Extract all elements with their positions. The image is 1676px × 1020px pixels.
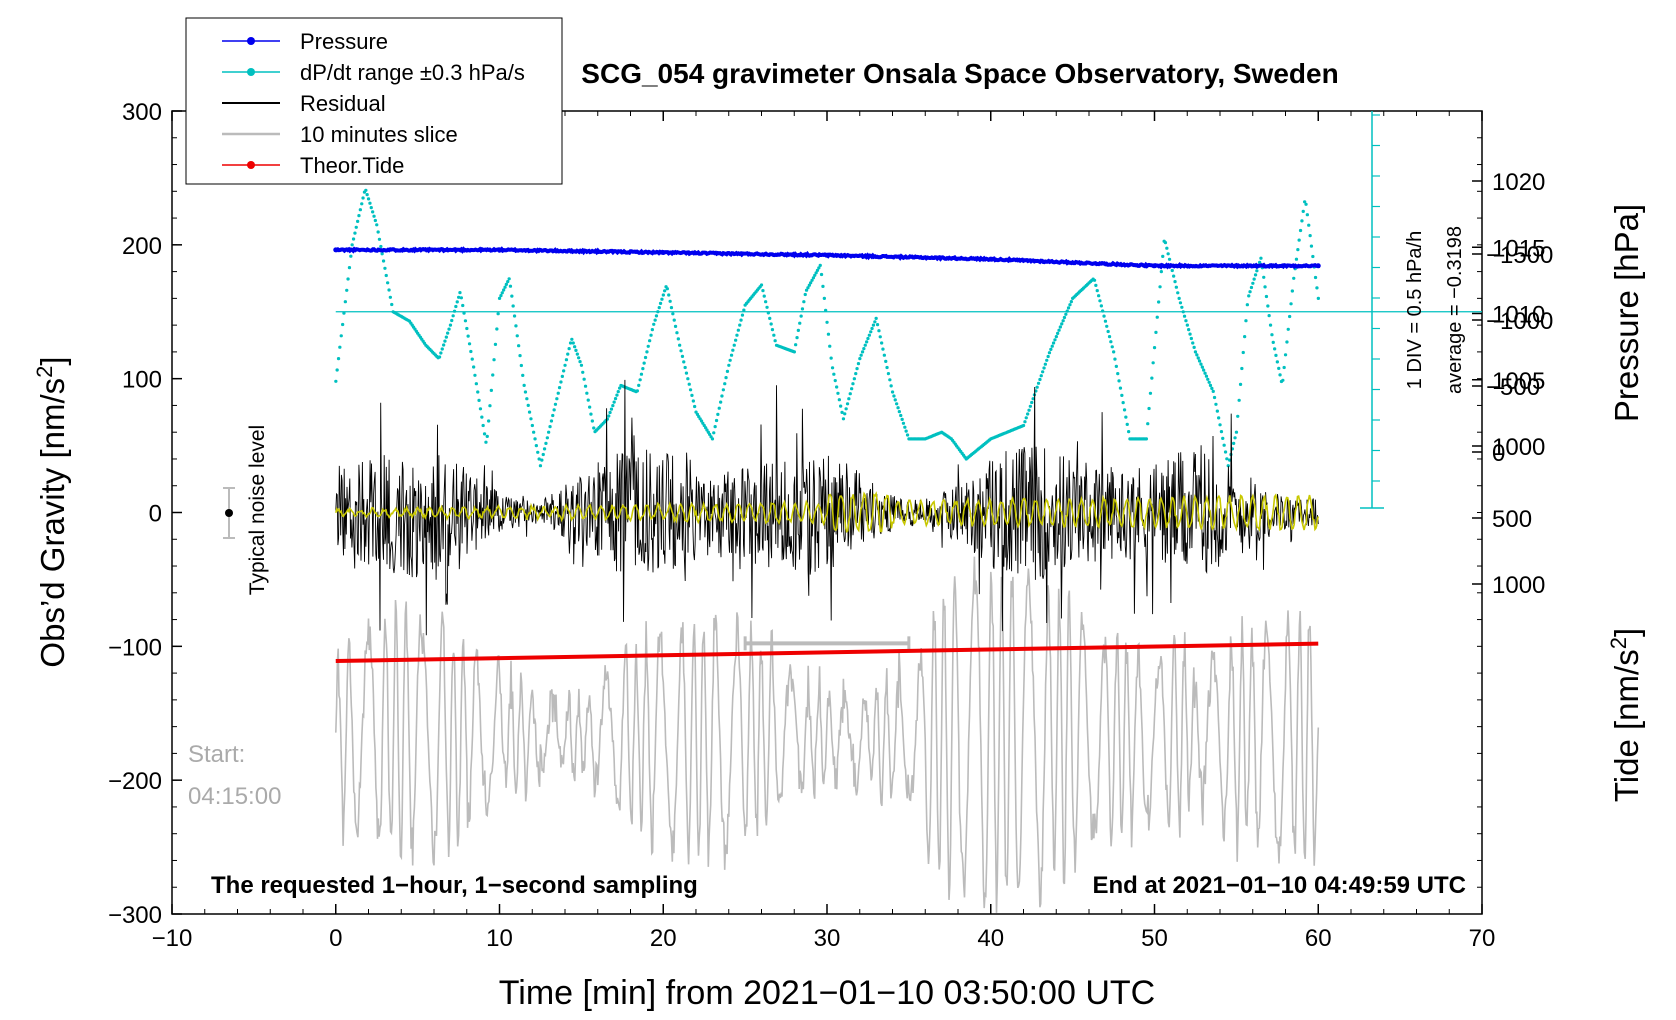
tide-series	[335, 641, 1319, 664]
x-axis-label: Time [min] from 2021−01−10 03:50:00 UTC	[499, 974, 1155, 1012]
div-label: 1 DIV = 0.5 hPa/h	[1404, 231, 1426, 389]
y-axis-label-tide-sup: 2	[1606, 637, 1631, 649]
y-tick-label: 100	[122, 367, 162, 394]
legend: Pressure dP/dt range ±0.3 hPa/s Residual…	[185, 17, 563, 185]
pressure-point	[824, 252, 830, 258]
y-tick-label: 300	[122, 99, 162, 126]
slice-trace	[335, 556, 1320, 913]
legend-entry-pressure: Pressure	[222, 29, 388, 54]
y-tick-label: 0	[149, 501, 162, 528]
pressure-tick-label: 1000	[1492, 434, 1545, 461]
legend-entry-dpdt: dP/dt range ±0.3 hPa/s	[222, 60, 525, 85]
ticks-layer: −10 0 10 20 30 40 50 60 703002001000−100−200−300…	[108, 99, 1553, 952]
y-axis-label-pressure: Pressure [hPa]	[1608, 204, 1645, 422]
pressure-point	[333, 247, 339, 253]
y-tick-label: 200	[122, 233, 162, 260]
residual-smoothed	[335, 491, 1320, 533]
legend-label-tide: Theor.Tide	[300, 153, 404, 178]
pressure-point	[1152, 263, 1157, 269]
noise-level-label: Typical noise level	[246, 425, 269, 595]
y-axis-label-left-close: ]	[34, 356, 71, 365]
legend-label-slice: 10 minutes slice	[300, 122, 458, 147]
dpdt-series	[334, 188, 1320, 468]
noise-level-marker	[223, 487, 235, 539]
pressure-tick-label: 1020	[1492, 169, 1545, 196]
pressure-tick-label: 1005	[1492, 368, 1545, 395]
tide-tick-label: 0	[1492, 440, 1505, 467]
y-axis-label-left-main: Obs’d Gravity [nm/s	[34, 378, 71, 668]
x-tick-label: 70	[1469, 925, 1496, 952]
legend-label-pressure: Pressure	[300, 29, 388, 54]
x-tick-label: 50	[1141, 925, 1168, 952]
legend-entry-slice: 10 minutes slice	[222, 122, 458, 147]
pressure-point	[660, 250, 666, 256]
tide-tick-label: −1000	[1486, 308, 1553, 335]
legend-label-dpdt: dP/dt range ±0.3 hPa/s	[300, 60, 525, 85]
pressure-point	[497, 247, 502, 253]
legend-entry-tide: Theor.Tide	[222, 153, 404, 178]
tide-tick-label: 500	[1492, 506, 1532, 533]
x-tick-label: −10	[152, 925, 193, 952]
legend-label-residual: Residual	[300, 91, 386, 116]
end-time-note: End at 2021−01−10 04:49:59 UTC	[1092, 872, 1466, 899]
y-tick-label: −200	[108, 768, 162, 795]
series-layer	[333, 188, 1482, 913]
x-tick-label: 60	[1305, 925, 1332, 952]
y-axis-label-tide: Tide [nm/s2]	[1606, 628, 1646, 802]
x-tick-label: 40	[977, 925, 1004, 952]
x-tick-label: 10	[486, 925, 513, 952]
legend-entry-residual: Residual	[222, 91, 386, 116]
tide-tick-label: −500	[1486, 374, 1540, 401]
residual-series	[335, 379, 1319, 636]
average-label: average = −0.3198	[1444, 226, 1466, 394]
pressure-point	[988, 256, 994, 262]
pressure-tick-label: 1010	[1492, 302, 1545, 329]
start-time: 04:15:00	[188, 783, 281, 810]
y-tick-label: −300	[108, 902, 162, 929]
start-label: Start:	[188, 741, 245, 768]
chart-title: SCG_054 gravimeter Onsala Space Observat…	[581, 58, 1338, 89]
sampling-note: The requested 1−hour, 1−second sampling	[211, 872, 698, 899]
tide-tick-label: −1500	[1486, 242, 1553, 269]
y-axis-label-left: Obs’d Gravity [nm/s2]	[32, 356, 72, 667]
y-axis-label-tide-main: Tide [nm/s	[1608, 649, 1645, 802]
tide-tick-label: 1000	[1492, 572, 1545, 599]
x-tick-label: 30	[814, 925, 841, 952]
y-axis-label-tide-close: ]	[1608, 628, 1645, 637]
y-axis-label-left-sup: 2	[32, 366, 57, 378]
pressure-point	[1315, 263, 1321, 269]
pressure-series	[335, 246, 1319, 270]
legend-box	[185, 17, 563, 185]
y-tick-label: −100	[108, 634, 162, 661]
x-tick-label: 0	[329, 925, 342, 952]
x-tick-label: 20	[650, 925, 677, 952]
pressure-tick-label: 1015	[1492, 235, 1545, 262]
